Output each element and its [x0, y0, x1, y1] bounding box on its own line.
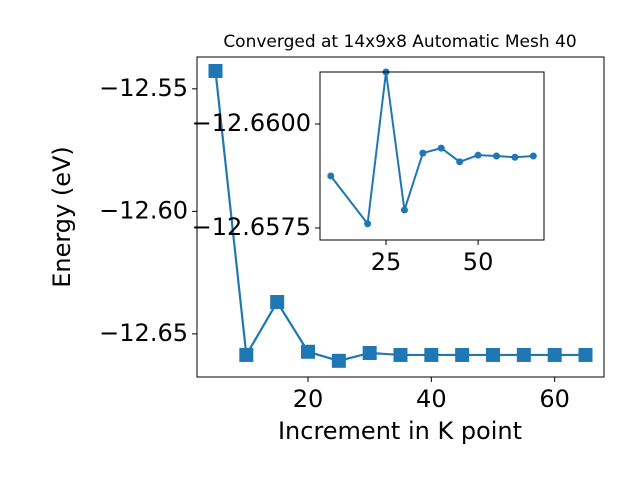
- marker: [239, 347, 254, 362]
- marker: [437, 144, 445, 152]
- y-tick-label: −12.65: [99, 319, 188, 347]
- marker: [331, 353, 346, 368]
- axes-frame: [319, 71, 545, 241]
- marker: [364, 220, 372, 228]
- y-tick-label: −12.6600: [192, 109, 311, 137]
- x-tick-label: 50: [463, 248, 494, 276]
- marker: [529, 152, 537, 160]
- marker: [393, 347, 408, 362]
- chart-title: Converged at 14x9x8 Automatic Mesh 40: [223, 32, 576, 52]
- marker: [327, 172, 335, 180]
- marker: [511, 153, 519, 161]
- marker: [474, 151, 482, 159]
- x-tick-label: 60: [539, 385, 570, 413]
- x-tick-label: 40: [416, 385, 447, 413]
- marker: [578, 347, 593, 362]
- marker: [486, 347, 500, 362]
- axes-frame: [196, 56, 605, 378]
- marker: [516, 347, 531, 362]
- marker: [456, 158, 464, 166]
- marker: [301, 344, 315, 359]
- marker: [547, 347, 562, 362]
- marker: [208, 63, 223, 78]
- x-tick-label: 25: [371, 248, 402, 276]
- marker: [455, 347, 470, 362]
- y-axis-label: Energy (eV): [48, 146, 76, 288]
- marker: [492, 152, 500, 160]
- y-tick-label: −12.60: [99, 196, 188, 224]
- marker: [400, 206, 408, 214]
- y-tick-label: −12.6575: [192, 213, 311, 241]
- x-tick-label: 20: [293, 385, 324, 413]
- y-tick-label: −12.55: [99, 74, 188, 102]
- marker: [270, 295, 285, 310]
- marker: [424, 347, 439, 362]
- marker: [362, 345, 377, 360]
- marker: [419, 149, 427, 157]
- x-axis-label: Increment in K point: [278, 417, 522, 445]
